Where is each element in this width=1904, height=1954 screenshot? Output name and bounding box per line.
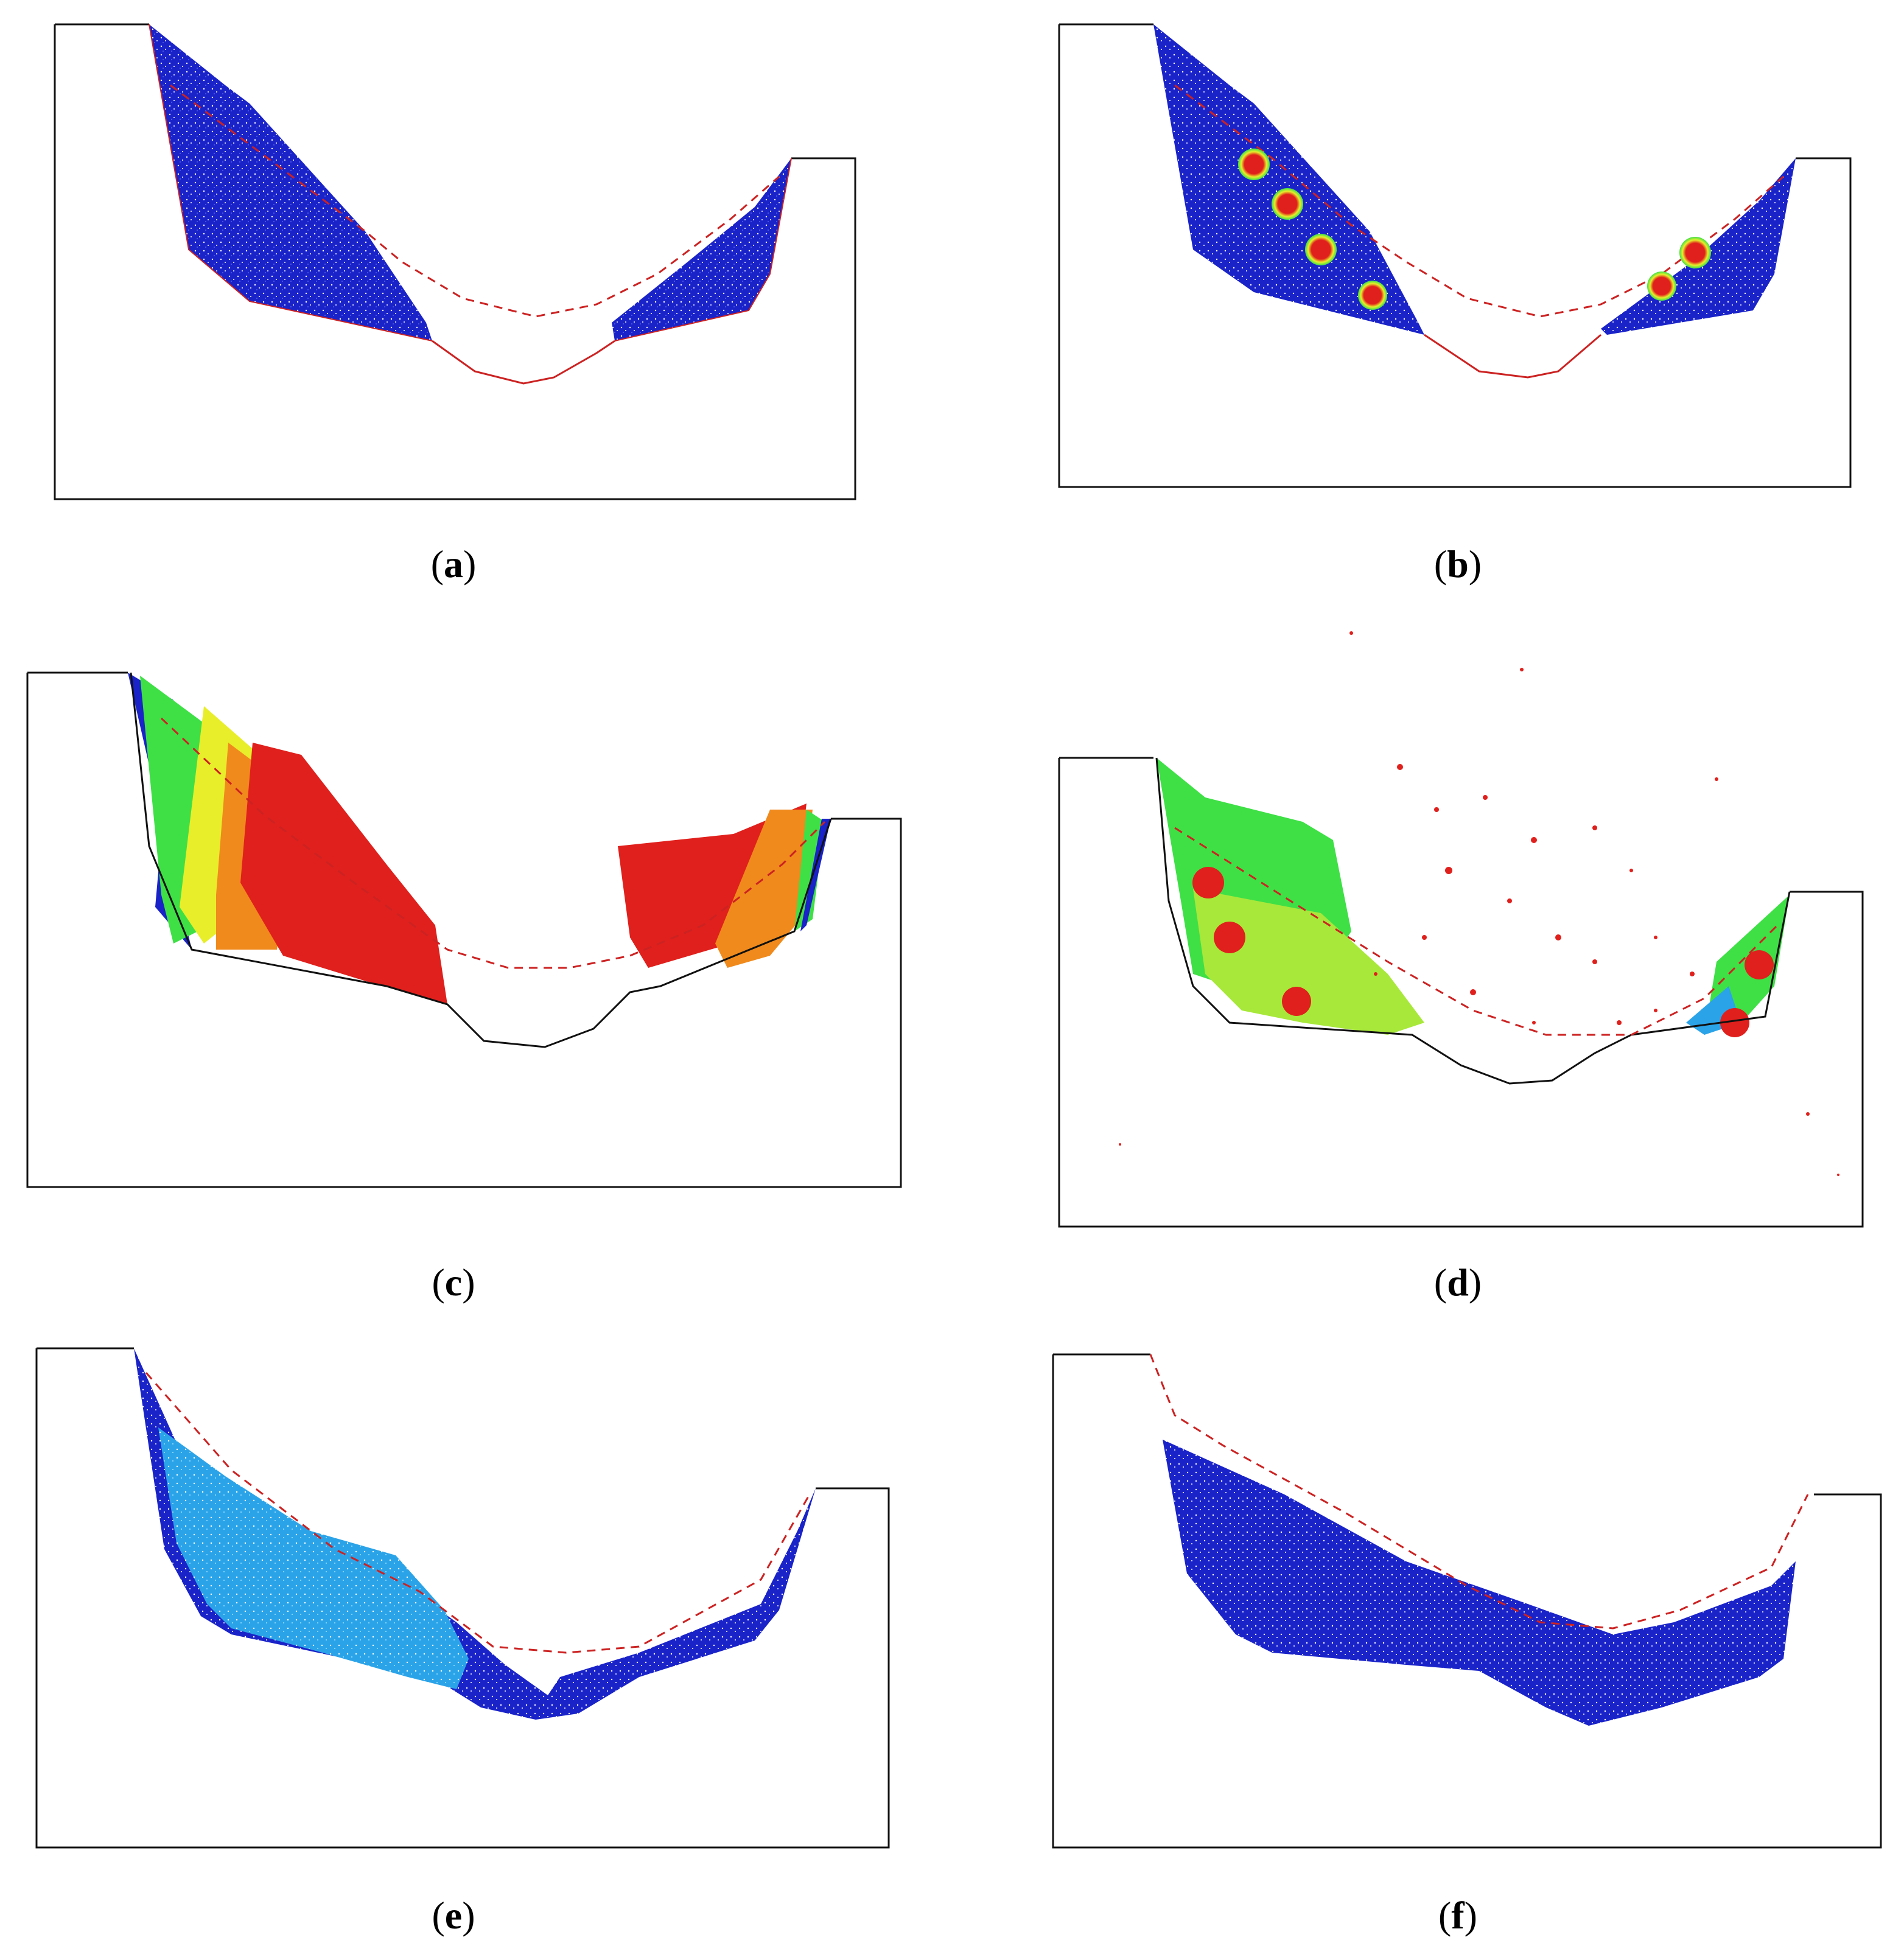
caption-f: (f) <box>1438 1894 1477 1937</box>
charge-4 <box>1358 281 1387 310</box>
domain-frame <box>1058 757 1864 1228</box>
caption-b: (b) <box>1433 542 1482 586</box>
panel-f-diagram <box>1052 1353 1882 1849</box>
domain-frame <box>35 1347 890 1849</box>
charge-5 <box>1745 950 1774 979</box>
caption-c-label: c <box>444 1261 463 1304</box>
slip-surface <box>145 1372 811 1654</box>
charge-2 <box>1272 188 1303 220</box>
valley-floor <box>130 672 832 1048</box>
panel-d-diagram <box>1058 631 1864 1228</box>
panel-a <box>49 18 870 505</box>
left-slope-mass <box>149 24 432 341</box>
caption-c: (c) <box>432 1261 475 1304</box>
domain-frame <box>26 671 902 1188</box>
slip-surface <box>1174 84 1784 318</box>
right-slope-mass <box>612 158 791 341</box>
caption-e-label: e <box>444 1894 463 1937</box>
panel-f <box>1041 1342 1893 1866</box>
caption-d: (d) <box>1433 1261 1482 1304</box>
panel-b <box>1053 18 1875 505</box>
panel-e-diagram <box>35 1347 890 1849</box>
caption-a-label: a <box>444 542 463 586</box>
mobilized-mass <box>158 1427 469 1689</box>
charge-6 <box>1679 237 1711 268</box>
domain-frame <box>1058 23 1852 488</box>
charge-3 <box>1282 987 1311 1016</box>
caption-f-label: f <box>1451 1894 1465 1937</box>
valley-floor <box>432 340 615 385</box>
caption-d-label: d <box>1447 1261 1469 1304</box>
charge-3 <box>1305 234 1337 265</box>
bedrock-line <box>149 24 792 341</box>
slip-surface <box>170 84 780 318</box>
debris-cloud <box>1119 631 1839 1176</box>
left-slope-mass <box>1153 24 1424 335</box>
band-red-left <box>240 743 447 1004</box>
charge-1 <box>1238 149 1270 180</box>
caption-a: (a) <box>430 542 477 586</box>
slip-surface <box>1149 1354 1809 1630</box>
caption-e: (e) <box>432 1894 475 1937</box>
charge-5 <box>1647 271 1676 301</box>
panel-c-diagram <box>26 671 902 1188</box>
left-mass-yellow <box>1193 889 1424 1035</box>
charge-2 <box>1214 922 1245 953</box>
slip-surface <box>1174 827 1779 1036</box>
valley-floor <box>1155 757 1791 1085</box>
charge-1 <box>1192 867 1224 898</box>
panel-a-diagram <box>54 23 856 500</box>
landslide-dam <box>1163 1440 1796 1726</box>
panel-c <box>21 664 910 1199</box>
domain-frame <box>1052 1353 1882 1849</box>
panel-d <box>1047 597 1875 1236</box>
right-slope-mass <box>1601 158 1796 335</box>
caption-b-label: b <box>1447 542 1469 586</box>
charge-4 <box>1720 1008 1749 1037</box>
panel-b-diagram <box>1058 23 1852 488</box>
domain-frame <box>54 23 856 500</box>
band-green-right <box>794 810 825 931</box>
band-orange-right <box>715 810 813 968</box>
panel-e <box>30 1336 901 1866</box>
band-blue-right <box>800 819 831 931</box>
valley-floor <box>1424 334 1601 379</box>
